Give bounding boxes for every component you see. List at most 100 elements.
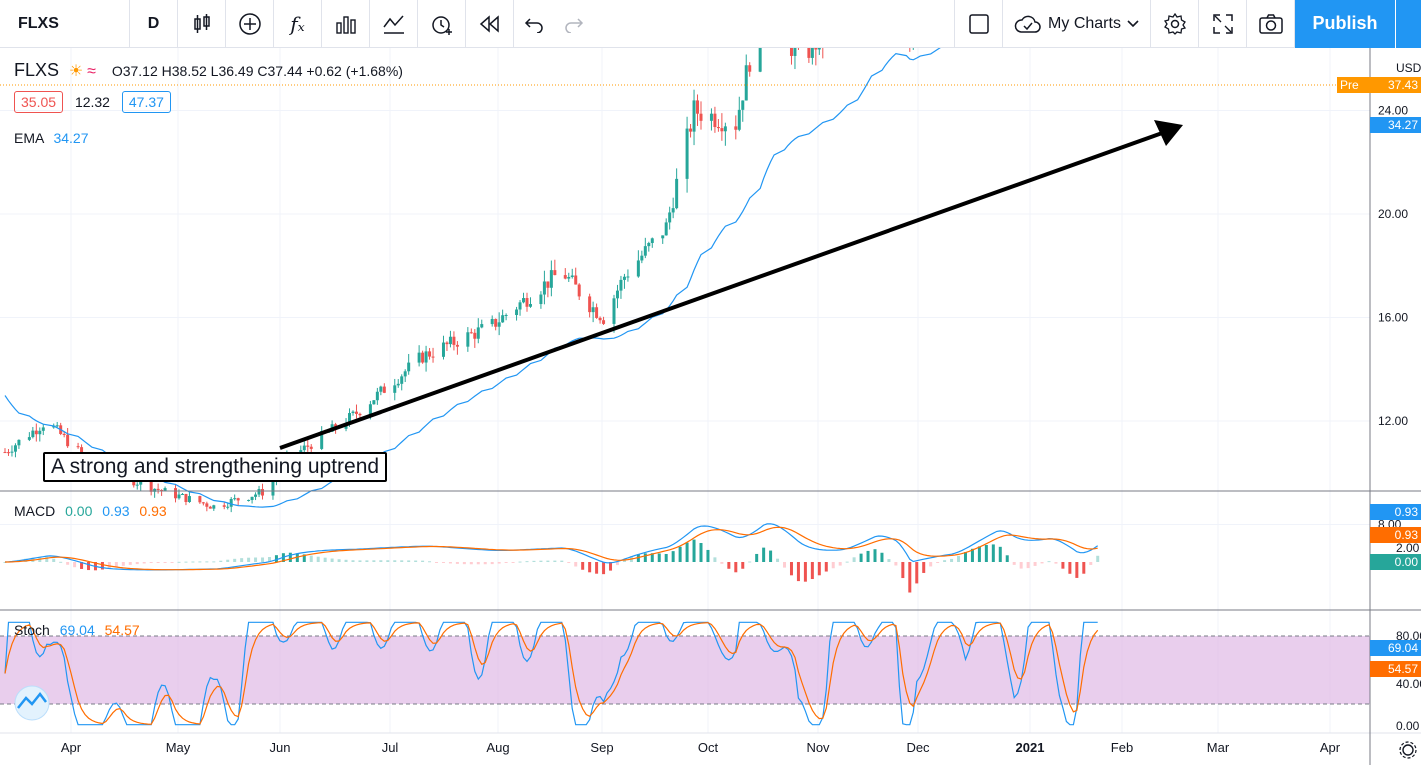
macd-hist-bar: [1005, 555, 1009, 562]
macd-hist-bar: [393, 560, 397, 562]
macd-hist-bar: [435, 562, 439, 563]
candle-body: [636, 260, 640, 277]
candle-body: [375, 391, 379, 401]
camera-icon[interactable]: [1247, 0, 1295, 48]
macd-hist-bar: [288, 552, 292, 562]
macd-hist-bar: [922, 562, 926, 573]
alarm-clock-icon[interactable]: [418, 0, 466, 48]
macd-hist-bar: [769, 550, 773, 562]
candle-body: [720, 128, 724, 132]
stoch-legend-d: 54.57: [104, 622, 140, 638]
candle-body: [38, 430, 42, 435]
x-tick-label: Apr: [1320, 740, 1341, 755]
candle-body: [553, 270, 557, 276]
candle-body: [421, 352, 425, 363]
x-tick-label: May: [166, 740, 191, 755]
macd-hist-bar: [316, 556, 320, 562]
macd-hist-bar: [859, 553, 863, 562]
candle-body: [187, 496, 191, 503]
macd-hist-bar: [274, 555, 278, 562]
candle-body: [758, 48, 762, 72]
macd-hist-bar: [943, 560, 947, 562]
macd-hist-bar: [1012, 562, 1016, 565]
macd-hist-bar: [1033, 562, 1037, 566]
macd-hist-bar: [525, 561, 529, 563]
stoch-legend-label: Stoch: [14, 622, 50, 638]
candle-body: [480, 324, 484, 328]
candle-body: [302, 445, 306, 451]
candle-body: [528, 304, 532, 307]
candle-body: [723, 126, 727, 132]
candle-body: [685, 128, 689, 179]
my-charts-button[interactable]: My Charts: [1003, 0, 1151, 48]
macd-hist-bar: [1061, 562, 1065, 569]
candle-body: [153, 488, 157, 492]
fullscreen-icon[interactable]: [1199, 0, 1247, 48]
plus-circle-icon[interactable]: [226, 0, 274, 48]
candle-body: [372, 400, 376, 405]
symbol-search-button[interactable]: FLXS: [0, 0, 130, 48]
macd-hist-bar: [1054, 562, 1058, 564]
candle-body: [612, 298, 616, 324]
candle-body: [320, 431, 324, 449]
undo-icon[interactable]: [514, 0, 554, 48]
x-tick-label: Oct: [698, 740, 719, 755]
macd-hist-bar: [1040, 562, 1044, 564]
tradingview-logo-icon: [14, 685, 50, 721]
candle-body: [41, 427, 45, 431]
indicators-button[interactable]: fₓ: [274, 0, 322, 48]
bar-chart-icon[interactable]: [322, 0, 370, 48]
macd-hist-bar: [755, 553, 759, 562]
candle-body: [525, 298, 529, 307]
macd-hist-bar: [372, 560, 376, 562]
legend-symbol: FLXS: [14, 60, 60, 80]
play-icon[interactable]: [1395, 0, 1421, 48]
currency-label: USD: [1396, 61, 1421, 75]
macd-hist-bar: [379, 560, 383, 562]
candle-body: [522, 298, 526, 303]
publish-button[interactable]: Publish: [1295, 0, 1395, 48]
candle-body: [598, 317, 602, 321]
square-icon[interactable]: [955, 0, 1003, 48]
candle-body: [542, 281, 546, 295]
macd-hist-bar: [441, 562, 445, 563]
candle-body: [546, 281, 550, 288]
candle-body: [441, 342, 445, 357]
candle-body: [668, 212, 672, 223]
macd-hist-bar: [351, 560, 355, 562]
candle-body: [233, 498, 237, 500]
macd-hist-bar: [1019, 562, 1023, 569]
candle-body: [351, 411, 355, 414]
interval-button[interactable]: D: [130, 0, 178, 48]
candle-body: [379, 386, 383, 392]
macd-hist-bar: [448, 562, 452, 564]
candle-body: [518, 302, 522, 310]
gear-icon[interactable]: [1151, 0, 1199, 48]
candle-body: [734, 126, 738, 130]
candles-icon[interactable]: [178, 0, 226, 48]
candle-body: [741, 100, 745, 110]
candle-body: [539, 294, 543, 305]
candle-body: [254, 494, 258, 497]
macd-hist-bar: [497, 562, 501, 564]
macd-hist-bar: [490, 562, 494, 565]
macd-hist-bar: [233, 558, 237, 562]
stoch-axis-tick-80: 80.00: [1396, 629, 1421, 643]
macd-hist-bar: [302, 554, 306, 562]
candle-body: [424, 351, 428, 363]
candle-body: [789, 48, 793, 56]
candle-body: [400, 376, 404, 384]
candle-body: [306, 445, 310, 447]
macd-legend-label: MACD: [14, 503, 56, 519]
macd-hist-bar: [901, 562, 905, 579]
replay-icon[interactable]: [466, 0, 514, 48]
macd-hist-bar: [240, 558, 244, 562]
trend-annotation[interactable]: A strong and strengthening uptrend: [43, 452, 388, 482]
candle-body: [466, 332, 470, 347]
redo-icon[interactable]: [554, 0, 594, 48]
macd-hist-bar: [504, 562, 508, 563]
line-chart-icon[interactable]: [370, 0, 418, 48]
candle-body: [692, 100, 696, 132]
chart-area[interactable]: 8.0012.0016.0020.0024.0028.0032.0036.004…: [0, 48, 1421, 765]
candle-body: [650, 238, 654, 244]
